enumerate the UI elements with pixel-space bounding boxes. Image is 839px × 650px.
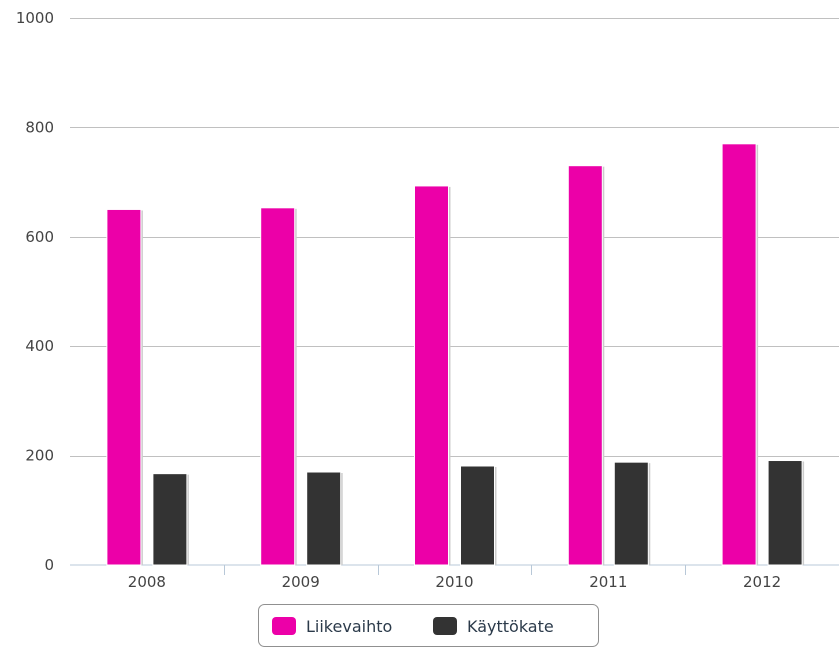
- y-tick-label: 1000: [16, 9, 54, 27]
- bar-liikevaihto-2009[interactable]: [260, 207, 297, 566]
- x-axis: 2008 2009 2010 2011 2012: [70, 564, 839, 591]
- y-tick-label: 800: [25, 118, 54, 136]
- x-tick-label: 2008: [128, 573, 166, 591]
- gridlines: [70, 18, 839, 457]
- x-tick-label: 2011: [589, 573, 627, 591]
- bar: [414, 185, 449, 566]
- legend-swatch-liikevaihto: [272, 617, 296, 635]
- x-tick-label: 2010: [435, 573, 473, 591]
- x-tick-label: 2009: [282, 573, 320, 591]
- legend: Liikevaihto Käyttökate: [258, 604, 599, 647]
- bar-liikevaihto-2012[interactable]: [721, 143, 759, 566]
- bar: [460, 465, 495, 566]
- y-tick-label: 0: [44, 556, 54, 574]
- legend-item-kayttokate[interactable]: Käyttökate: [433, 617, 554, 636]
- bar-liikevaihto-2008[interactable]: [106, 208, 143, 566]
- legend-label-liikevaihto: Liikevaihto: [306, 617, 392, 636]
- bar: [306, 471, 342, 566]
- bar-liikevaihto-2010[interactable]: [414, 185, 451, 566]
- legend-box: [258, 604, 599, 647]
- bar-liikevaihto-2011[interactable]: [567, 165, 605, 566]
- bar: [106, 208, 142, 566]
- x-tick-label: 2012: [743, 573, 781, 591]
- legend-label-kayttokate: Käyttökate: [467, 617, 554, 636]
- bars: [106, 143, 805, 566]
- bar: [721, 143, 757, 566]
- bar-kayttokate-2008[interactable]: [152, 473, 189, 566]
- y-axis: 0 200 400 600 800 1000: [16, 9, 54, 574]
- y-tick-label: 200: [25, 447, 54, 465]
- bar-kayttokate-2010[interactable]: [460, 465, 497, 566]
- y-tick-label: 600: [25, 228, 54, 246]
- legend-swatch-kayttokate: [433, 617, 457, 635]
- y-tick-label: 400: [25, 337, 54, 355]
- bar: [767, 460, 803, 566]
- legend-item-liikevaihto[interactable]: Liikevaihto: [272, 617, 392, 636]
- bar: [567, 165, 603, 566]
- bar: [260, 207, 296, 566]
- bar-kayttokate-2009[interactable]: [306, 471, 343, 566]
- bar-kayttokate-2012[interactable]: [767, 460, 805, 566]
- bar: [613, 461, 649, 566]
- bar: [152, 473, 188, 566]
- bar-kayttokate-2011[interactable]: [613, 461, 651, 566]
